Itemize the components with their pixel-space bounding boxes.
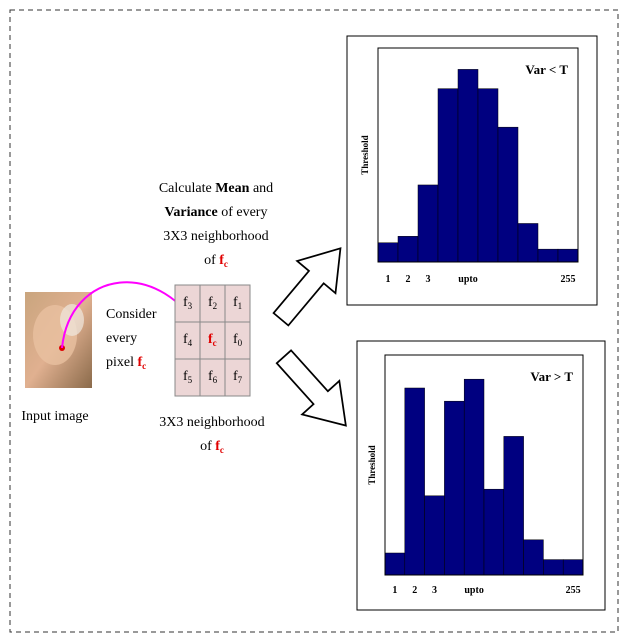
x-label: 2 [412,585,417,596]
subscript: 0 [238,338,243,348]
bar [504,436,524,575]
bar [425,496,445,575]
consider-line3: pixel fc [106,355,146,371]
c: c [142,361,146,371]
bar [498,127,518,262]
text: and [253,181,273,196]
text: of [204,253,216,268]
subscript: 4 [188,338,193,348]
bar [538,249,558,262]
subscript: 1 [238,301,243,311]
text: Calculate [159,181,212,196]
x-label: 255 [561,274,576,285]
x-label: 1 [386,274,391,285]
arrow-down [269,343,361,438]
histogram-label: Var > T [530,369,573,384]
bar [438,89,458,262]
subscript: 7 [238,375,243,385]
text: of [200,439,212,454]
x-label: 3 [426,274,431,285]
bar [444,401,464,575]
text: of every [221,205,267,220]
histogram-label: Var < T [525,62,568,77]
x-label: 2 [406,274,411,285]
text: Variance [165,205,218,220]
bar [484,489,504,575]
grid-label2: of fc [200,439,224,455]
calc-line1: Calculate Mean and [159,181,273,196]
bar [478,89,498,262]
x-label: 255 [566,585,581,596]
diagram: Input image Consider every pixel fc Calc… [0,0,622,636]
bar [378,243,398,262]
x-label: upto [458,274,477,285]
text: pixel [106,355,134,370]
bar [458,69,478,262]
pillow [60,304,84,336]
bar [464,379,484,575]
arrow-up [265,236,355,332]
x-label: 1 [392,585,397,596]
bar [543,560,563,575]
bar [563,560,583,575]
bar [405,388,425,575]
subscript: 3 [188,301,193,311]
c: c [220,445,224,455]
y-label: Threshold [360,135,370,174]
calc-line4: of fc [204,253,228,269]
text: Mean [215,181,249,196]
c: c [224,259,228,269]
bar [518,223,538,262]
subscript: 6 [213,375,218,385]
x-label: upto [464,585,483,596]
subscript: 2 [213,301,218,311]
bar [398,236,418,262]
y-label: Threshold [367,445,377,484]
calc-line2: Variance of every [165,205,268,220]
calc-line3: 3X3 neighborhood [163,229,268,244]
consider-line1: Consider [106,307,157,322]
bar [524,540,544,575]
bar [418,185,438,262]
x-label: 3 [432,585,437,596]
grid-label1: 3X3 neighborhood [159,415,264,430]
bar [385,553,405,575]
consider-line2: every [106,331,137,346]
bar [558,249,578,262]
subscript: c [213,338,217,348]
input-label: Input image [21,409,88,424]
subscript: 5 [188,375,193,385]
